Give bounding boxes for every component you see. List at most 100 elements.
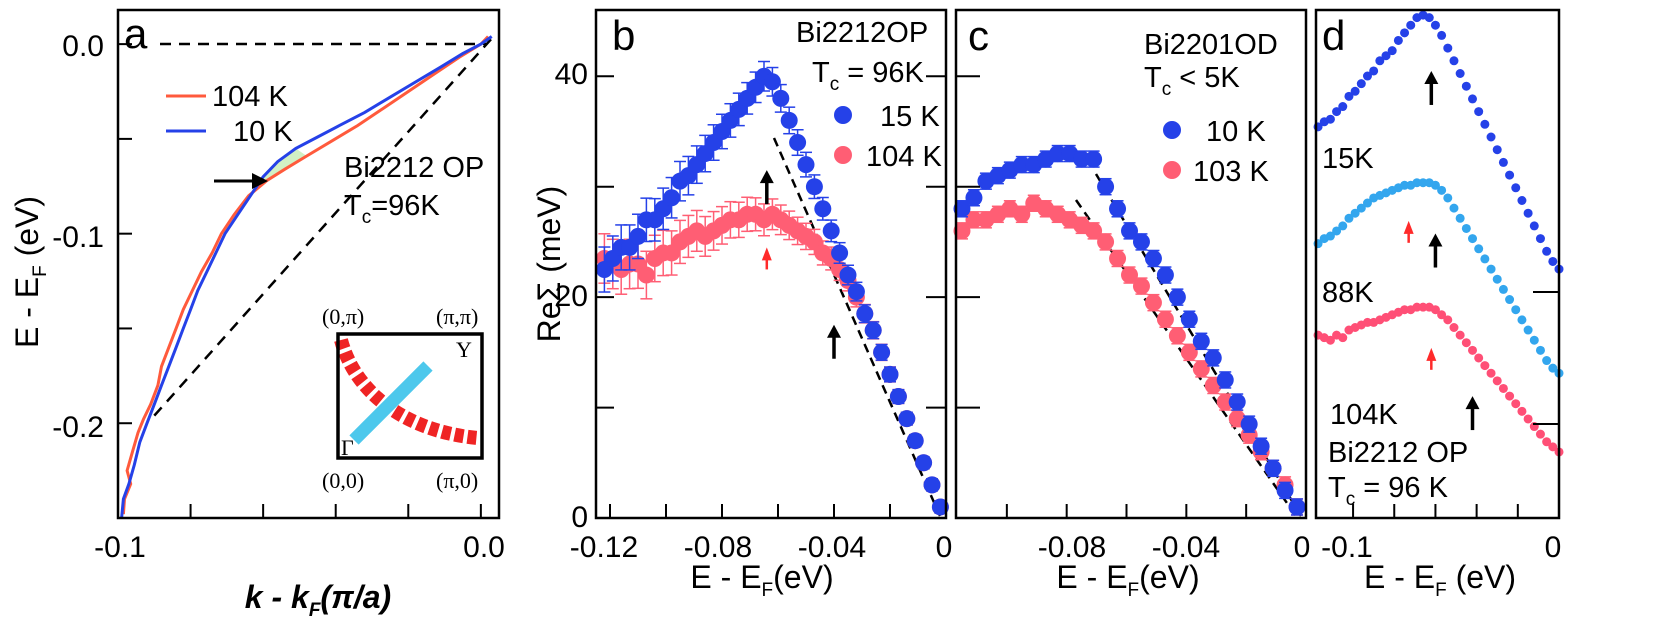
data-point <box>1523 325 1533 335</box>
inset-label-y: Y <box>456 337 472 362</box>
data-point <box>1523 208 1533 218</box>
panel-d-x-ticks <box>1352 504 1519 518</box>
data-point <box>1424 13 1434 23</box>
data-point <box>1192 360 1210 378</box>
panel-d: -0.1 0 E - EF (eV) d 15K 88K 104K Bi2212… <box>1313 8 1564 601</box>
data-point <box>1013 205 1031 224</box>
data-point <box>1455 69 1465 78</box>
annotation-arrow-2 <box>1403 220 1414 243</box>
data-point <box>1548 363 1558 373</box>
data-point <box>1468 94 1478 104</box>
data-point <box>1437 310 1447 320</box>
data-point <box>1517 196 1527 205</box>
data-point <box>906 432 924 450</box>
data-point <box>953 222 971 240</box>
data-point <box>1144 293 1162 312</box>
data-point <box>772 83 790 113</box>
inset-corner-bottom-right: (π,0) <box>436 468 478 493</box>
a-xtick-label-0: -0.1 <box>94 531 146 564</box>
data-point <box>1338 102 1348 112</box>
panel-c-frame <box>954 8 1308 520</box>
data-point <box>1548 442 1558 452</box>
panel-b-x-ticks <box>609 504 891 518</box>
data-point <box>1492 376 1502 386</box>
legend-marker-103K <box>1163 161 1181 179</box>
panel-d-series-88K <box>1313 178 1564 378</box>
data-point <box>1430 20 1440 30</box>
series-label-88K: 88K <box>1322 277 1374 309</box>
panel-a-x-axis-title: k - kF(π/a) <box>245 579 391 621</box>
panel-a: 0.0 -0.1 -0.2 -0.1 0.0 E - EF (eV) k - k… <box>9 8 505 621</box>
data-point <box>1350 208 1360 218</box>
data-point <box>1480 254 1490 264</box>
panel-b-annotation-line1: Bi2212OP <box>796 17 928 49</box>
panel-d-annotation-line1: Bi2212 OP <box>1328 437 1468 469</box>
data-point <box>1511 305 1521 315</box>
legend-marker-104K-b <box>834 146 852 164</box>
data-point <box>1121 266 1139 284</box>
data-point <box>1542 246 1552 256</box>
panel-a-y-ticks <box>118 43 132 425</box>
data-point <box>1511 399 1521 409</box>
data-point <box>931 498 949 516</box>
annotation-arrow-2 <box>761 247 772 270</box>
panel-c-series-103K <box>953 194 1306 516</box>
b-xtick-label-1: -0.08 <box>684 531 752 564</box>
data-point <box>915 454 933 472</box>
annotation-arrow-3 <box>1428 233 1443 268</box>
panel-d-x-axis-title: E - EF (eV) <box>1364 559 1516 601</box>
data-point <box>1180 343 1198 362</box>
panel-label-d: d <box>1322 12 1345 59</box>
data-point <box>1529 221 1539 231</box>
b-ytick-label-2: 40 <box>555 58 588 91</box>
data-point <box>1204 349 1222 367</box>
data-point <box>1443 315 1453 325</box>
data-point <box>1474 353 1484 363</box>
panel-a-annotation-tc: Tc=96K <box>344 190 440 228</box>
b-ytick-label-0: 0 <box>571 501 588 534</box>
legend-label-15K: 15 K <box>880 101 940 133</box>
annotation-arrow-4 <box>1426 347 1437 370</box>
panel-c: -0.08 -0.04 0 E - EF(eV) c Bi2201OD Tc <… <box>953 8 1311 601</box>
data-point <box>1156 266 1174 284</box>
data-point <box>1437 185 1447 195</box>
data-point <box>881 365 899 383</box>
data-point <box>1523 414 1533 424</box>
data-point <box>1109 200 1127 218</box>
data-point <box>1468 345 1478 355</box>
data-point <box>1097 233 1115 251</box>
data-point <box>1362 71 1372 81</box>
panel-label-c: c <box>968 12 989 59</box>
legend-label-10K: 10 K <box>233 116 293 148</box>
data-point <box>1240 415 1258 433</box>
data-point <box>1362 198 1372 208</box>
panel-d-series-104K <box>1313 302 1564 457</box>
data-point <box>1344 91 1354 101</box>
b-xtick-label-0: -0.12 <box>570 531 638 564</box>
cut-direction <box>349 361 433 445</box>
data-point <box>1449 56 1459 66</box>
data-point <box>953 200 971 218</box>
panel-d-arrows <box>1403 70 1480 431</box>
data-point <box>1455 213 1465 223</box>
data-point <box>1498 383 1508 393</box>
panel-a-frame <box>116 8 501 520</box>
inset-corner-top-left: (0,π) <box>322 304 364 329</box>
data-point <box>1332 226 1342 236</box>
panel-b-frame <box>594 8 948 520</box>
data-point <box>1097 177 1115 196</box>
panel-b: 0 20 40 -0.12 -0.08 -0.04 0 ReΣ (meV) E … <box>531 8 952 601</box>
c-xtick-label-1: -0.04 <box>1152 531 1220 564</box>
data-point <box>1393 35 1403 45</box>
c-xtick-label-2: 0 <box>1294 531 1311 564</box>
data-point <box>1480 361 1490 371</box>
a-xtick-label-1: 0.0 <box>463 531 505 564</box>
annotation-arrow-1 <box>1424 70 1439 105</box>
data-point <box>1073 150 1091 168</box>
panel-b-annotation-tc: Tc = 96K <box>812 57 925 95</box>
kink-arrow <box>214 173 268 189</box>
data-point <box>805 174 823 200</box>
data-point <box>1468 234 1478 244</box>
data-point <box>1109 249 1127 268</box>
data-point <box>763 66 781 97</box>
